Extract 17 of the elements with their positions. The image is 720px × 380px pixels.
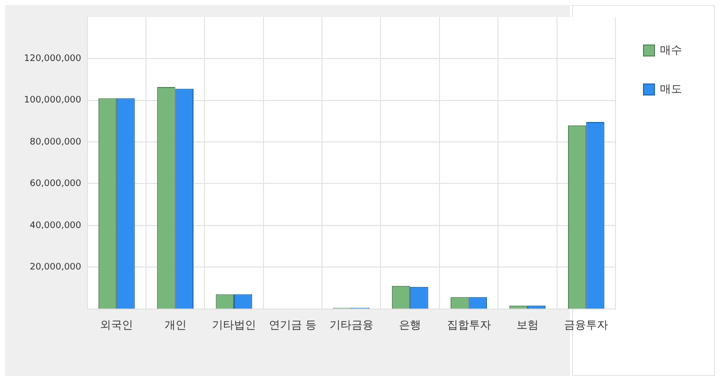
legend-label: 매수 — [660, 43, 682, 56]
x-tick-label: 개인 — [164, 318, 186, 332]
x-tick-label: 금융투자 — [564, 318, 608, 332]
x-tick-label: 보험 — [516, 318, 538, 332]
x-tick-label: 기타법인 — [212, 318, 256, 332]
y-tick-label: 100,000,000 — [24, 96, 82, 106]
x-tick-label: 기타금융 — [329, 318, 374, 332]
x-tick-label: 외국인 — [100, 318, 134, 332]
y-tick-label: 60,000,000 — [30, 179, 82, 190]
y-tick-label: 80,000,000 — [30, 137, 82, 148]
x-tick-label: 집합투자 — [446, 318, 491, 332]
y-tick-label: 120,000,000 — [24, 54, 82, 64]
x-tick-label: 연기금 등 — [268, 318, 316, 332]
legend-label: 매도 — [660, 82, 682, 96]
y-tick-label: 20,000,000 — [30, 262, 82, 272]
y-tick-label: 40,000,000 — [30, 220, 82, 231]
x-tick-label: 은행 — [399, 318, 422, 332]
